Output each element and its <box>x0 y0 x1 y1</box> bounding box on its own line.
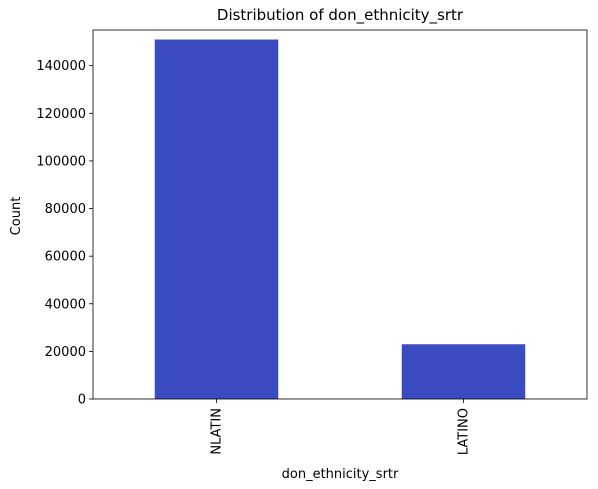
bar-nlatin <box>154 39 279 399</box>
y-axis: 0 20000 40000 60000 80000 100000 120000 140000 <box>36 59 93 408</box>
x-axis-label: don_ethnicity_srtr <box>282 467 399 482</box>
bar-latino <box>401 344 526 399</box>
plot-frame <box>92 29 588 400</box>
y-tick-label: 20000 <box>45 345 86 360</box>
x-tick-label: LATINO <box>457 408 472 455</box>
plot-area <box>92 29 588 400</box>
y-tick-label: 0 <box>78 393 86 408</box>
x-tick-label: NLATIN <box>210 408 225 455</box>
y-tick-label: 80000 <box>45 202 86 217</box>
y-tick-label: 40000 <box>45 297 86 312</box>
y-tick-label: 60000 <box>45 250 86 265</box>
x-axis: NLATIN LATINO <box>210 399 472 455</box>
y-tick-label: 140000 <box>36 59 86 74</box>
y-tick-label: 120000 <box>36 107 86 122</box>
chart-title: Distribution of don_ethnicity_srtr <box>217 6 464 25</box>
y-tick-label: 100000 <box>36 154 86 169</box>
y-axis-label: Count <box>9 197 24 236</box>
